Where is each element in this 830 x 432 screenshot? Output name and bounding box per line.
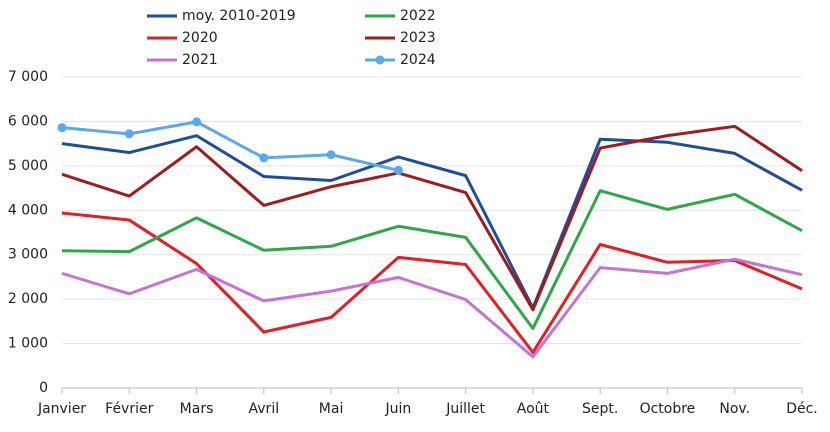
legend-label: 2022 <box>400 8 436 24</box>
legend-label: 2023 <box>400 30 436 46</box>
series-line <box>61 124 803 312</box>
x-tick-label: Déc. <box>786 401 818 417</box>
x-tick-label: Mai <box>319 401 344 417</box>
legend-marker <box>375 55 385 65</box>
y-tick-label: 0 <box>39 380 48 396</box>
y-tick-label: 7 000 <box>8 69 48 85</box>
x-tick-label: Juin <box>384 401 411 417</box>
data-point <box>192 117 202 127</box>
y-tick-label: 1 000 <box>8 336 48 352</box>
x-tick-label: Janvier <box>37 401 86 417</box>
legend-label: moy. 2010-2019 <box>182 8 296 24</box>
x-tick-label: Sept. <box>582 401 618 417</box>
x-tick-label: Juillet <box>445 401 485 417</box>
x-tick-label: Mars <box>180 401 214 417</box>
data-point <box>393 165 403 175</box>
y-tick-label: 4 000 <box>8 202 48 218</box>
data-point <box>326 150 336 160</box>
x-tick-label: Août <box>517 401 550 417</box>
y-tick-label: 3 000 <box>8 247 48 263</box>
x-tick-label: Avril <box>249 401 280 417</box>
series-line <box>61 120 399 172</box>
y-tick-label: 2 000 <box>8 291 48 307</box>
x-tick-label: Nov. <box>719 401 750 417</box>
x-tick-label: Février <box>105 401 153 417</box>
legend-label: 2020 <box>182 30 218 46</box>
data-point <box>57 123 67 133</box>
series-line <box>61 257 803 359</box>
series-line <box>61 134 803 310</box>
y-tick-label: 5 000 <box>8 158 48 174</box>
y-tick-label: 6 000 <box>8 113 48 129</box>
series-line <box>61 189 803 330</box>
series-line <box>61 211 803 354</box>
data-point <box>124 129 134 139</box>
legend-label: 2021 <box>182 52 218 68</box>
x-tick-label: Octobre <box>640 401 696 417</box>
data-point <box>259 153 269 163</box>
legend-label: 2024 <box>400 52 436 68</box>
